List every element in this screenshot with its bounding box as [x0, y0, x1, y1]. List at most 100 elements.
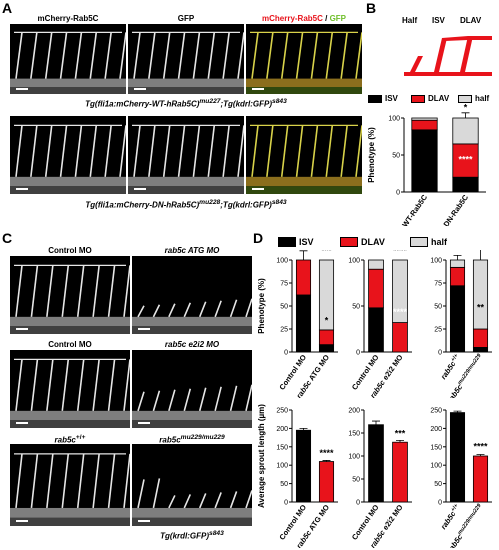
x-tick-label: DN-Rab5C: [441, 193, 470, 226]
error-bar: [299, 428, 308, 431]
y-tick-label: 0: [396, 190, 400, 197]
y-tick-label: 50: [280, 481, 288, 488]
y-tick-label: 200: [430, 426, 442, 433]
bar-0: [368, 424, 384, 503]
significance-marker: ****: [473, 442, 488, 452]
scale-bar: [16, 422, 28, 424]
bar-half-1: [392, 259, 408, 323]
x-tick-label: rab5c+/+: [439, 353, 462, 381]
bar-dlav-1: [392, 322, 408, 353]
y-tick-label: 100: [348, 454, 360, 461]
micrograph-a-wt-merge: [246, 24, 362, 94]
bar-isv-0: [295, 294, 312, 353]
y-tick-label: 75: [434, 281, 442, 288]
vessel-network: [10, 264, 130, 334]
caption-a-dn: Tg(fli1a:mCherry-DN-hRab5C)mu228;Tg(kdrl…: [85, 199, 287, 210]
schematic-label-half: Half: [402, 16, 418, 25]
error-bar: [461, 112, 470, 118]
chart-d-sprout-mutant: 050100150200250rab5c+/+rab5cmu229/mu229*…: [430, 408, 492, 548]
scale-bar: [138, 328, 150, 330]
legend-b-dlav: DLAV: [411, 94, 449, 103]
error-bar: [322, 460, 331, 462]
micrograph-a-dn-mcherry: [10, 116, 126, 194]
bar-dlav-1: [318, 329, 335, 346]
y-axis-label: Phenotype (%): [257, 278, 266, 334]
c-title-control-2: Control MO: [48, 340, 92, 349]
bar-dlav-1: [452, 143, 479, 178]
col-title-merge: mCherry-Rab5C / GFP: [246, 14, 362, 23]
y-tick-label: 50: [352, 477, 360, 484]
scale-bar: [252, 188, 264, 190]
merge-title-red: mCherry-Rab5C: [261, 14, 323, 23]
micrograph-c-control-2: [10, 350, 130, 428]
bar-dlav-0: [449, 266, 466, 287]
bar-1: [392, 441, 408, 503]
significance-marker: ****: [393, 307, 408, 317]
y-tick-label: 250: [276, 408, 288, 415]
bar-isv-0: [449, 285, 466, 353]
bar-half-0: [449, 259, 466, 268]
error-bar: [480, 250, 481, 260]
significance-marker: ****: [319, 448, 334, 458]
y-tick-label: 25: [434, 327, 442, 334]
vessel-network: [10, 124, 126, 194]
vessel-network: [246, 31, 362, 94]
c-title-wt: rab5c+/+: [54, 434, 86, 445]
micrograph-a-dn-gfp: [128, 116, 244, 194]
y-tick-label: 200: [348, 408, 360, 415]
y-tick-label: 0: [284, 500, 288, 507]
bar-dlav-0: [295, 259, 312, 296]
bar-isv-1: [472, 347, 489, 353]
panel-label-b: B: [366, 0, 377, 16]
x-tick-label: WT-Rab5C: [400, 193, 429, 226]
y-tick-label: 0: [438, 500, 442, 507]
y-tick-label: 0: [284, 350, 288, 357]
vessel-network: [132, 384, 252, 428]
bar-isv-0: [368, 307, 384, 353]
caption-a-wt: Tg(fli1a:mCherry-WT-hRab5C)mu227;Tg(kdrl…: [85, 98, 287, 109]
scale-bar: [16, 328, 28, 330]
micrograph-a-dn-merge: [246, 116, 362, 194]
micrograph-c-e2i2: [132, 350, 252, 428]
significance-marker: *: [464, 104, 468, 113]
micrograph-a-wt-mcherry: [10, 24, 126, 94]
scale-bar: [16, 88, 28, 90]
schematic-label-isv: ISV: [432, 16, 445, 25]
legend-b-dlav-swatch: [411, 94, 425, 103]
error-bar: [396, 439, 404, 443]
vessel-network: [246, 124, 362, 194]
bar-isv-1: [452, 176, 479, 193]
scale-bar: [134, 188, 146, 190]
vessel-schematic: [404, 36, 492, 76]
legend-d-isv: ISV: [278, 237, 314, 247]
error-bar: [372, 420, 380, 425]
micrograph-c-wt: [10, 444, 130, 526]
significance-marker: ***: [395, 429, 406, 439]
c-title-e2i2: rab5c e2i2 MO: [164, 340, 220, 349]
bar-0: [295, 429, 312, 503]
bar-isv-1: [318, 344, 335, 353]
merge-title-green: GFP: [329, 14, 347, 23]
bar-half-1: [452, 117, 479, 145]
y-tick-label: 100: [388, 116, 400, 123]
vessel-network: [10, 31, 126, 94]
micrograph-a-wt-gfp: [128, 24, 244, 94]
schematic-label-dlav: DLAV: [460, 16, 482, 25]
scale-bar: [16, 188, 28, 190]
bar-1: [318, 461, 335, 503]
y-tick-label: 50: [352, 304, 360, 311]
bar-dlav-0: [368, 268, 384, 309]
bar-half-0: [411, 117, 438, 121]
significance-marker: **: [477, 250, 485, 253]
y-tick-label: 50: [434, 304, 442, 311]
bar-1: [472, 455, 489, 503]
bar-dlav-0: [411, 119, 438, 131]
c-title-control-1: Control MO: [48, 246, 92, 255]
y-tick-label: 0: [356, 500, 360, 507]
y-tick-label: 100: [276, 258, 288, 265]
y-tick-label: 75: [280, 281, 288, 288]
y-tick-label: 25: [280, 327, 288, 334]
